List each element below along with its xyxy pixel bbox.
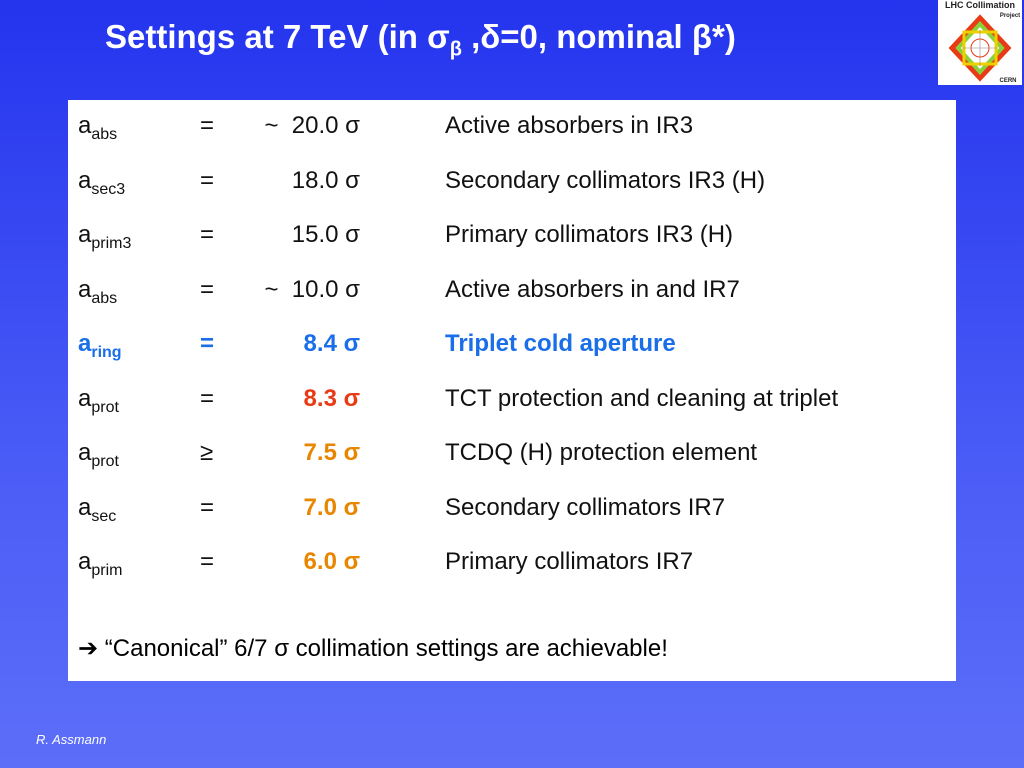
relation: = (200, 384, 215, 412)
symbol-sub: sec (91, 507, 117, 525)
symbol-base: a (78, 275, 92, 303)
relation: = (200, 221, 215, 248)
description: Primary collimators IR7 (445, 548, 694, 575)
symbol: aprim3 (78, 221, 131, 253)
symbol-base: a (78, 548, 92, 575)
relation: = (200, 166, 215, 194)
symbol: aprim (78, 548, 122, 580)
value: ~ 10.0 σ (264, 275, 360, 303)
description: Active absorbers in and IR7 (445, 275, 740, 303)
symbol-sub: prot (91, 398, 119, 416)
logo-text: Project (1000, 13, 1020, 19)
relation: = (200, 548, 215, 575)
value: 8.4 σ (303, 330, 360, 357)
symbol: aprot (78, 439, 119, 471)
title-sub: β (449, 38, 462, 61)
title-text: Settings at 7 TeV (in σ (105, 18, 450, 55)
symbol-sub: prim (91, 561, 123, 579)
title-rest: ,δ=0, nominal β*) (461, 18, 736, 55)
value: 18.0 σ (291, 166, 360, 194)
logo: LHC Collimation Project CERN (938, 0, 1022, 85)
description: Triplet cold aperture (445, 330, 676, 357)
table-row: aprot = 8.3 σ TCT protection and cleaning a… (68, 385, 956, 425)
content-box: ➔ “Canonical” 6/7 σ collimation settings… (68, 100, 956, 681)
table-row: aprim3 = 15.0 σ Primary collimators IR3 (H) (68, 221, 956, 261)
table-row: aprot ≥7.5 σ TCDQ (H) protection element (68, 439, 956, 479)
value: 15.0 σ (291, 221, 360, 248)
footer: R. Assmann (36, 732, 107, 747)
symbol: aprot (78, 385, 119, 417)
description: TCT protection and cleaning at triplet (445, 384, 839, 412)
symbol: asec (78, 494, 116, 526)
logo-text: CERN (999, 78, 1016, 84)
table-row: aabs = ~ 20.0 σ Active absorbers in IR3 (68, 112, 956, 152)
table-row: asec = 7.0 σ Secondary collimators IR7 (68, 494, 956, 534)
value: 6.0 σ (303, 548, 360, 575)
description: TCDQ (H) protection element (445, 439, 758, 466)
symbol-base: a (78, 166, 92, 194)
symbol: asec3 (78, 167, 125, 199)
symbol-sub: sec3 (91, 180, 126, 198)
symbol-base: a (78, 330, 92, 357)
symbol-sub: abs (91, 125, 118, 143)
note: ➔ “Canonical” 6/7 σ collimation settings… (78, 635, 668, 662)
relation: = (200, 330, 215, 357)
symbol-base: a (78, 493, 92, 521)
value: 8.3 σ (303, 384, 360, 412)
table-row: aring = 8.4 σ Triplet cold aperture (68, 330, 956, 370)
logo-text: LHC Collimation (945, 0, 1015, 10)
relation: ≥ (200, 439, 214, 466)
value: 7.0 σ (303, 493, 360, 521)
symbol-sub: abs (91, 289, 118, 307)
symbol-sub: prim3 (91, 234, 132, 252)
symbol: aring (78, 330, 122, 362)
description: Secondary collimators IR3 (H) (445, 166, 766, 194)
description: Active absorbers in IR3 (445, 112, 694, 139)
relation: = (200, 493, 215, 521)
table-row: aprim = 6.0 σ Primary collimators IR7 (68, 548, 956, 588)
note-text: “Canonical” 6/7 σ collimation settings a… (104, 635, 668, 662)
symbol-sub: ring (91, 343, 122, 361)
value: 7.5 σ (303, 439, 360, 466)
description: Secondary collimators IR7 (445, 493, 726, 521)
symbol-base: a (78, 221, 92, 248)
title: Settings at 7 TeV (in σβ ,δ=0, nominal β… (105, 18, 736, 62)
logo-graphic: LHC Collimation Project CERN (945, 0, 1020, 84)
description: Primary collimators IR3 (H) (445, 221, 734, 248)
relation: = (200, 275, 215, 303)
symbol-base: a (78, 384, 92, 412)
symbol: aabs (78, 276, 117, 308)
table-row: aabs = ~ 10.0 σ Active absorbers in and IR7 (68, 276, 956, 316)
relation: = (200, 112, 215, 139)
symbol-base: a (78, 112, 92, 139)
symbol-base: a (78, 439, 92, 466)
symbol-sub: prot (91, 452, 119, 470)
value: ~ 20.0 σ (264, 112, 360, 139)
symbol: aabs (78, 112, 117, 144)
table-row: asec3 = 18.0 σ Secondary collimators IR3 (H… (68, 167, 956, 207)
